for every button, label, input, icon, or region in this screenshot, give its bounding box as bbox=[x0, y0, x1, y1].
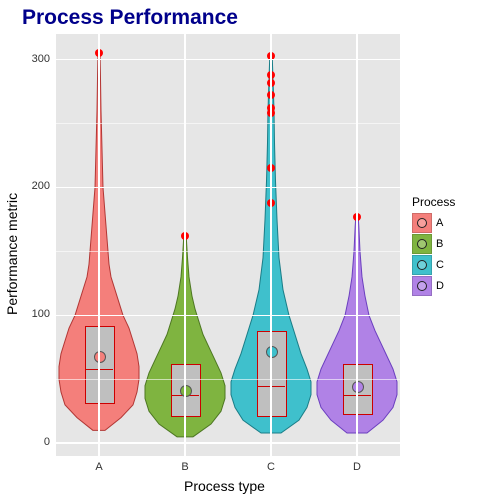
y-tick-label: 0 bbox=[16, 436, 50, 448]
legend-swatch bbox=[412, 255, 432, 275]
grid-major bbox=[56, 187, 400, 188]
box bbox=[85, 326, 115, 405]
x-tick-label: B bbox=[177, 461, 193, 473]
grid-major bbox=[56, 315, 400, 316]
legend-label: C bbox=[436, 259, 444, 271]
chart-wrap: 0100200300ABCDPerformance metricProcess … bbox=[0, 30, 504, 504]
legend-swatch bbox=[412, 213, 432, 233]
grid-x bbox=[184, 34, 185, 456]
page-title: Process Performance bbox=[0, 0, 504, 30]
x-axis-title: Process type bbox=[184, 478, 265, 494]
y-tick-label: 300 bbox=[16, 53, 50, 65]
legend-item: D bbox=[412, 276, 455, 296]
legend-label: D bbox=[436, 280, 444, 292]
x-tick-label: A bbox=[91, 461, 107, 473]
legend: Process ABCD bbox=[412, 195, 455, 297]
x-tick-label: C bbox=[263, 461, 279, 473]
mean-dot bbox=[180, 385, 192, 397]
legend-title: Process bbox=[412, 195, 455, 209]
grid-x bbox=[270, 34, 271, 456]
legend-item: C bbox=[412, 255, 455, 275]
legend-label: B bbox=[436, 238, 443, 250]
y-axis-title: Performance metric bbox=[4, 193, 20, 315]
grid-minor bbox=[56, 379, 400, 380]
box bbox=[257, 331, 287, 417]
legend-item: B bbox=[412, 234, 455, 254]
grid-major bbox=[56, 59, 400, 60]
legend-swatch bbox=[412, 276, 432, 296]
grid-minor bbox=[56, 251, 400, 252]
y-tick-label: 100 bbox=[16, 308, 50, 320]
x-tick-label: D bbox=[349, 461, 365, 473]
grid-x bbox=[98, 34, 99, 456]
y-tick-label: 200 bbox=[16, 180, 50, 192]
legend-swatch bbox=[412, 234, 432, 254]
mean-dot bbox=[352, 381, 364, 393]
legend-label: A bbox=[436, 217, 443, 229]
grid-major bbox=[56, 442, 400, 443]
grid-x bbox=[356, 34, 357, 456]
grid-minor bbox=[56, 123, 400, 124]
legend-item: A bbox=[412, 213, 455, 233]
